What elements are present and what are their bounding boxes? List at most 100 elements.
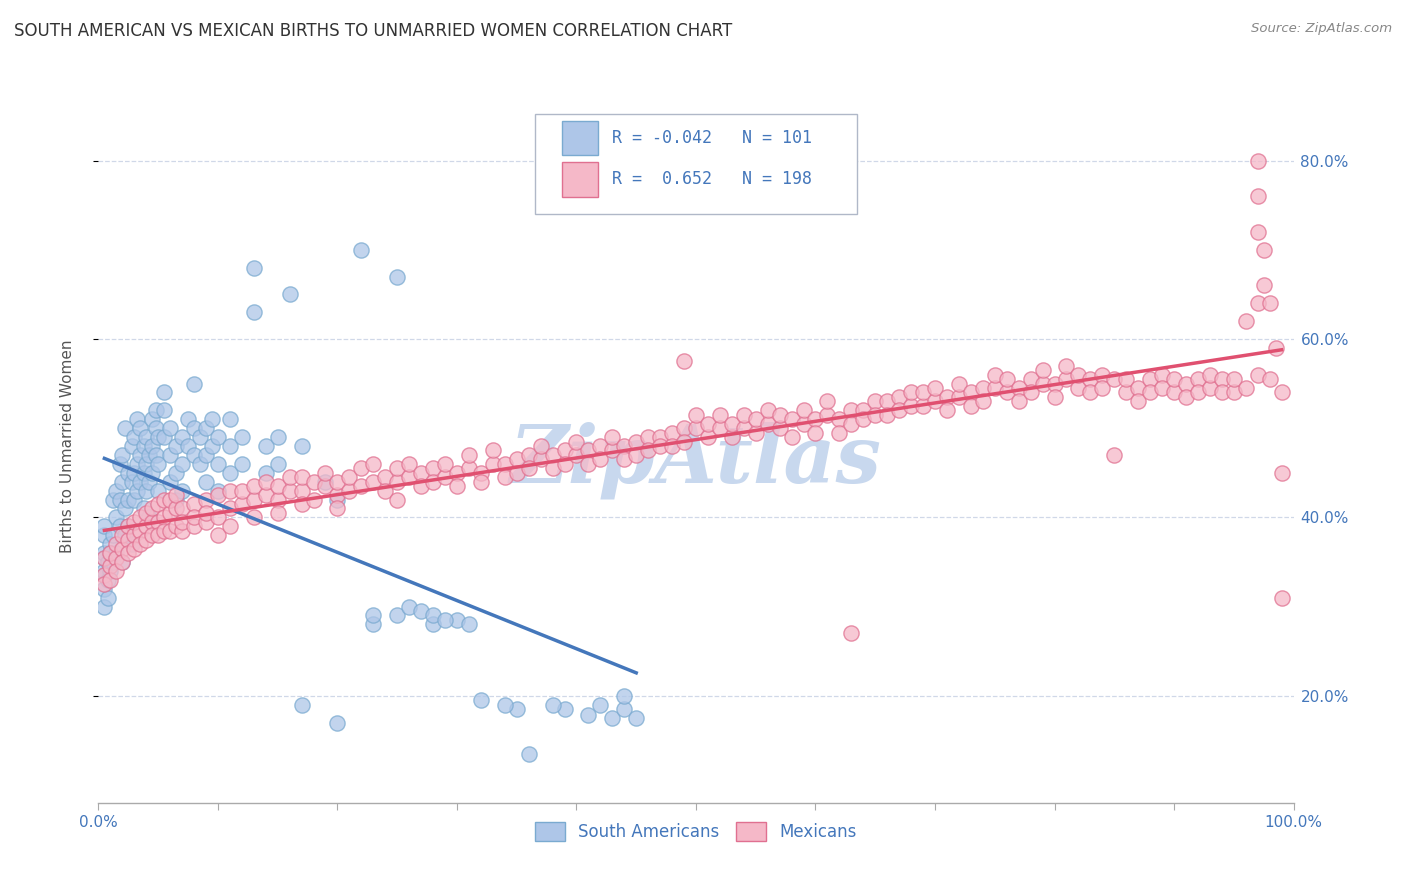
- Point: [911, 385, 934, 400]
- Point: [153, 524, 176, 538]
- Point: [138, 510, 160, 524]
- Point: [124, 492, 146, 507]
- Point: [98, 546, 122, 560]
- Point: [446, 613, 468, 627]
- Point: [1104, 448, 1126, 462]
- Point: [613, 702, 636, 716]
- Point: [602, 443, 624, 458]
- Point: [129, 537, 152, 551]
- Point: [602, 711, 624, 725]
- Point: [135, 519, 157, 533]
- Point: [117, 546, 139, 560]
- Point: [145, 421, 167, 435]
- Legend: South Americans, Mexicans: South Americans, Mexicans: [529, 815, 863, 848]
- Point: [1032, 363, 1054, 377]
- Point: [117, 519, 139, 533]
- Point: [219, 412, 242, 426]
- Point: [159, 448, 181, 462]
- Point: [350, 479, 373, 493]
- Point: [267, 457, 290, 471]
- Point: [111, 448, 134, 462]
- Point: [129, 448, 152, 462]
- Point: [108, 519, 131, 533]
- Point: [637, 430, 659, 444]
- Point: [195, 475, 218, 489]
- Point: [768, 408, 790, 422]
- Point: [135, 457, 157, 471]
- Point: [709, 421, 731, 435]
- Point: [1139, 372, 1161, 386]
- Point: [148, 515, 170, 529]
- Point: [1211, 372, 1233, 386]
- Point: [339, 470, 361, 484]
- Point: [1152, 368, 1174, 382]
- Point: [315, 466, 337, 480]
- Point: [1080, 372, 1102, 386]
- Point: [231, 457, 253, 471]
- Point: [960, 385, 983, 400]
- Point: [177, 439, 200, 453]
- Point: [93, 546, 115, 560]
- Point: [141, 515, 163, 529]
- Point: [93, 550, 115, 565]
- Point: [626, 434, 648, 449]
- Point: [697, 417, 720, 431]
- Point: [243, 510, 266, 524]
- Point: [458, 461, 481, 475]
- Point: [948, 390, 970, 404]
- Point: [900, 399, 922, 413]
- Text: ZipAtlas: ZipAtlas: [510, 422, 882, 499]
- Point: [111, 555, 134, 569]
- Point: [481, 443, 505, 458]
- Point: [984, 368, 1007, 382]
- Point: [1264, 341, 1286, 355]
- Point: [1187, 385, 1209, 400]
- Point: [948, 376, 970, 391]
- Point: [129, 421, 152, 435]
- Point: [1258, 372, 1281, 386]
- Point: [165, 492, 187, 507]
- Point: [1008, 394, 1031, 409]
- Point: [446, 466, 468, 480]
- Point: [302, 492, 325, 507]
- Point: [195, 492, 218, 507]
- Point: [804, 412, 827, 426]
- Point: [326, 488, 349, 502]
- Point: [339, 483, 361, 498]
- Point: [111, 541, 134, 556]
- Point: [129, 524, 152, 538]
- Point: [302, 475, 325, 489]
- Point: [1043, 390, 1066, 404]
- Point: [541, 461, 564, 475]
- Point: [195, 515, 218, 529]
- Point: [188, 457, 211, 471]
- Point: [745, 412, 768, 426]
- Text: R =  0.652   N = 198: R = 0.652 N = 198: [613, 170, 813, 188]
- Point: [350, 461, 373, 475]
- Point: [578, 457, 600, 471]
- Point: [1163, 372, 1185, 386]
- Point: [613, 439, 636, 453]
- Point: [374, 483, 396, 498]
- Point: [111, 555, 134, 569]
- Point: [1247, 153, 1270, 168]
- Point: [98, 546, 122, 560]
- Point: [1019, 385, 1042, 400]
- Point: [1271, 385, 1294, 400]
- Point: [93, 550, 115, 565]
- Point: [470, 475, 492, 489]
- Point: [422, 475, 444, 489]
- Point: [1115, 372, 1137, 386]
- Point: [1032, 376, 1054, 391]
- Point: [93, 564, 115, 578]
- Point: [132, 466, 155, 480]
- Point: [494, 457, 516, 471]
- Point: [1211, 385, 1233, 400]
- Point: [243, 305, 266, 319]
- Point: [995, 372, 1018, 386]
- Point: [1163, 385, 1185, 400]
- Point: [148, 430, 170, 444]
- Point: [1056, 359, 1078, 373]
- Point: [172, 457, 194, 471]
- Point: [648, 439, 672, 453]
